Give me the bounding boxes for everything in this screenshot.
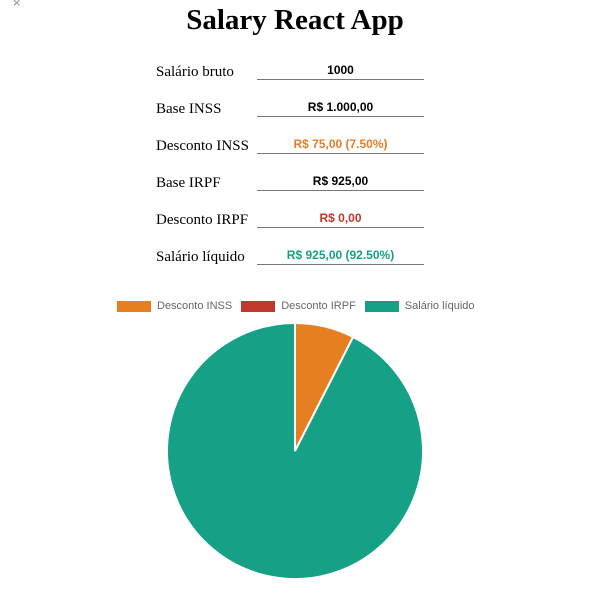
base-irpf-field xyxy=(257,171,424,191)
legend-swatch xyxy=(241,300,276,312)
salario-liquido-input[interactable] xyxy=(257,245,424,264)
row-salario-liquido: Salário líquido xyxy=(156,245,426,282)
base-irpf-label: Base IRPF xyxy=(156,175,221,191)
page-title: Salary React App xyxy=(186,4,404,36)
salario-liquido-field xyxy=(257,245,424,265)
desconto-inss-field xyxy=(257,134,424,154)
desconto-inss-label: Desconto INSS xyxy=(156,138,249,154)
base-irpf-input[interactable] xyxy=(257,171,424,190)
salario-bruto-label: Salário bruto xyxy=(156,64,234,80)
row-salario-bruto: Salário bruto xyxy=(156,60,426,97)
desconto-irpf-input[interactable] xyxy=(257,208,424,227)
legend-item[interactable]: Desconto IRPF xyxy=(241,300,356,312)
salario-bruto-field xyxy=(257,60,424,80)
legend-label: Desconto INSS xyxy=(157,300,233,312)
row-base-inss: Base INSS xyxy=(156,97,426,134)
legend-swatch xyxy=(117,300,151,312)
base-inss-input[interactable] xyxy=(257,97,424,116)
salario-liquido-label: Salário líquido xyxy=(156,249,245,265)
legend-label: Salário líquido xyxy=(404,300,475,312)
cursor-icon: × xyxy=(12,0,22,9)
legend-swatch xyxy=(364,300,399,312)
row-base-irpf: Base IRPF xyxy=(156,171,426,208)
base-inss-label: Base INSS xyxy=(156,101,222,117)
base-inss-field xyxy=(257,97,424,117)
salario-bruto-input[interactable] xyxy=(257,60,424,79)
desconto-inss-input[interactable] xyxy=(257,134,424,153)
legend-item[interactable]: Salário líquido xyxy=(364,300,475,312)
chart-legend: Desconto INSS Desconto IRPF Salário líquid… xyxy=(117,300,484,312)
salary-form: Salário bruto Base INSS Desconto INSS Ba… xyxy=(156,60,426,282)
desconto-irpf-field xyxy=(257,208,424,228)
legend-item[interactable]: Desconto INSS xyxy=(117,300,232,312)
pie-slice-sal-rio-l-quido[interactable] xyxy=(166,321,424,580)
legend-label: Desconto IRPF xyxy=(281,300,356,312)
row-desconto-inss: Desconto INSS xyxy=(156,134,426,171)
desconto-irpf-label: Desconto IRPF xyxy=(156,212,249,228)
row-desconto-irpf: Desconto IRPF xyxy=(156,208,426,245)
